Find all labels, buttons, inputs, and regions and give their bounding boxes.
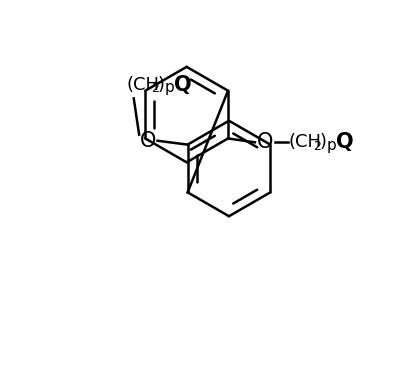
Text: Q: Q: [336, 132, 353, 152]
Text: Q: Q: [174, 75, 191, 95]
Text: 2: 2: [151, 82, 159, 95]
Text: ): ): [319, 133, 326, 151]
Text: (CH: (CH: [126, 76, 159, 93]
Text: ): ): [158, 76, 164, 93]
Text: 2: 2: [313, 139, 322, 152]
Text: p: p: [164, 80, 174, 95]
Text: p: p: [326, 138, 336, 153]
Text: (CH: (CH: [288, 133, 321, 151]
Text: O: O: [257, 132, 273, 152]
Text: O: O: [140, 131, 156, 151]
